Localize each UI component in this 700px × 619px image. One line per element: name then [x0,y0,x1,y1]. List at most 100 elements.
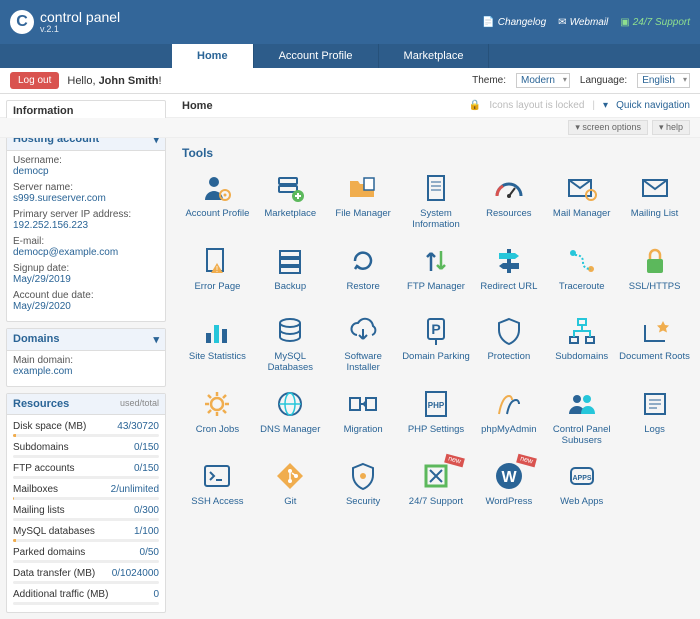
tool-error-page[interactable]: !Error Page [182,243,253,303]
main-domain-value[interactable]: example.com [13,366,159,377]
tool-account-profile[interactable]: Account Profile [182,170,253,233]
tool-label: Security [328,496,399,516]
tool-git[interactable]: Git [255,458,326,518]
hosting-value[interactable]: democp [13,166,159,177]
tool-software-installer[interactable]: Software Installer [328,313,399,376]
git-icon [274,460,306,492]
server-plus-icon [274,172,306,204]
brand[interactable]: C control panel v.2.1 [10,10,120,34]
tool-label: Software Installer [328,351,399,374]
tool-restore[interactable]: Restore [328,243,399,303]
quick-navigation-link[interactable]: Quick navigation [616,100,690,111]
tool-php-settings[interactable]: PHP PHP Settings [401,386,472,449]
tool-label: SSH Access [182,496,253,516]
padlock-icon [639,245,671,277]
p-sign-icon: P [420,315,452,347]
tool-file-manager[interactable]: File Manager [328,170,399,233]
logs-icon [639,388,671,420]
hosting-key: Account due date: [13,290,159,301]
resources-subtitle: used/total [120,398,159,410]
shield-icon [493,315,525,347]
tool-control-panel-subusers[interactable]: Control Panel Subusers [546,386,617,449]
tool-cron-jobs[interactable]: Cron Jobs [182,386,253,449]
tool-site-statistics[interactable]: Site Statistics [182,313,253,376]
tool-web-apps[interactable]: APPS Web Apps [546,458,617,518]
tool-label: SSL/HTTPS [619,281,690,301]
tool-label: Backup [255,281,326,301]
tree-icon [566,315,598,347]
tool-mailing-list[interactable]: Mailing List [619,170,690,233]
tool-ssh-access[interactable]: SSH Access [182,458,253,518]
tool-label: Domain Parking [401,351,472,371]
hosting-key: E-mail: [13,236,159,247]
tool-mysql-databases[interactable]: MySQL Databases [255,313,326,376]
tool-label: Migration [328,424,399,444]
resource-bar [13,581,159,584]
tab-home[interactable]: Home [172,44,254,68]
tool-wordpress[interactable]: WWordPressnew [473,458,544,518]
main: Tools Account ProfileMarketplaceFile Man… [172,138,700,619]
tool-system-information[interactable]: System Information [401,170,472,233]
tool-backup[interactable]: Backup [255,243,326,303]
tool-redirect-url[interactable]: Redirect URL [473,243,544,303]
hosting-value[interactable]: May/29/2020 [13,301,159,312]
tool-mail-manager[interactable]: Mail Manager [546,170,617,233]
tool-24-7-support[interactable]: 24/7 Supportnew [401,458,472,518]
logout-button[interactable]: Log out [10,72,59,89]
db-icon [274,315,306,347]
tool-dns-manager[interactable]: DNS Manager [255,386,326,449]
resource-bar [13,497,159,500]
main-domain-label: Main domain: [13,355,159,366]
cycle-icon [347,245,379,277]
tool-label: DNS Manager [255,424,326,444]
tool-marketplace[interactable]: Marketplace [255,170,326,233]
shield-dot-icon [347,460,379,492]
resources-panel: Resources used/total Disk space (MB)43/30… [6,393,166,613]
tool-logs[interactable]: Logs [619,386,690,449]
hosting-value[interactable]: s999.sureserver.com [13,193,159,204]
tool-ftp-manager[interactable]: FTP Manager [401,243,472,303]
tab-account-profile[interactable]: Account Profile [254,44,379,68]
hosting-value[interactable]: May/29/2019 [13,274,159,285]
tool-domain-parking[interactable]: P Domain Parking [401,313,472,376]
collapse-icon[interactable]: ▾ [153,333,159,346]
resource-row: Additional traffic (MB)0 [13,587,159,602]
resources-panel-title: Resources [13,398,69,410]
resource-row: Disk space (MB)43/30720 [13,419,159,434]
resource-row: Parked domains0/50 [13,545,159,560]
tool-security[interactable]: Security [328,458,399,518]
screen-options-button[interactable]: ▾ screen options [568,120,648,135]
php-icon: PHP [420,388,452,420]
tool-subdomains[interactable]: Subdomains [546,313,617,376]
hosting-value[interactable]: democp@example.com [13,247,159,258]
tool-label: Site Statistics [182,351,253,371]
tool-migration[interactable]: Migration [328,386,399,449]
support-link[interactable]: ▣ 24/7 Support [620,17,690,28]
topbar: C control panel v.2.1 📄 Changelog ✉ Webm… [0,0,700,44]
tool-ssl-https[interactable]: SSL/HTTPS [619,243,690,303]
language-select[interactable]: English [637,73,690,88]
tool-phpmyadmin[interactable]: phpMyAdmin [473,386,544,449]
arrows-updown-icon [420,245,452,277]
help-button[interactable]: ▾ help [652,120,690,135]
tools-grid: Account ProfileMarketplaceFile ManagerSy… [182,170,690,518]
webmail-link[interactable]: ✉ Webmail [558,17,608,28]
tool-label: Web Apps [546,496,617,516]
brand-name: control panel [40,10,120,24]
user-gear-icon [201,172,233,204]
tool-label: PHP Settings [401,424,472,444]
tool-protection[interactable]: Protection [473,313,544,376]
resource-bar [13,560,159,563]
hosting-key: Server name: [13,182,159,193]
changelog-link[interactable]: 📄 Changelog [482,17,546,28]
apps-icon: APPS [566,460,598,492]
theme-select[interactable]: Modern [516,73,570,88]
domains-panel-title: Domains [13,333,59,346]
tool-resources[interactable]: Resources [473,170,544,233]
tool-traceroute[interactable]: Traceroute [546,243,617,303]
tool-label: Logs [619,424,690,444]
tab-marketplace[interactable]: Marketplace [379,44,490,68]
hosting-value[interactable]: 192.252.156.223 [13,220,159,231]
resource-row: Mailing lists0/300 [13,503,159,518]
tool-document-roots[interactable]: Document Roots [619,313,690,376]
